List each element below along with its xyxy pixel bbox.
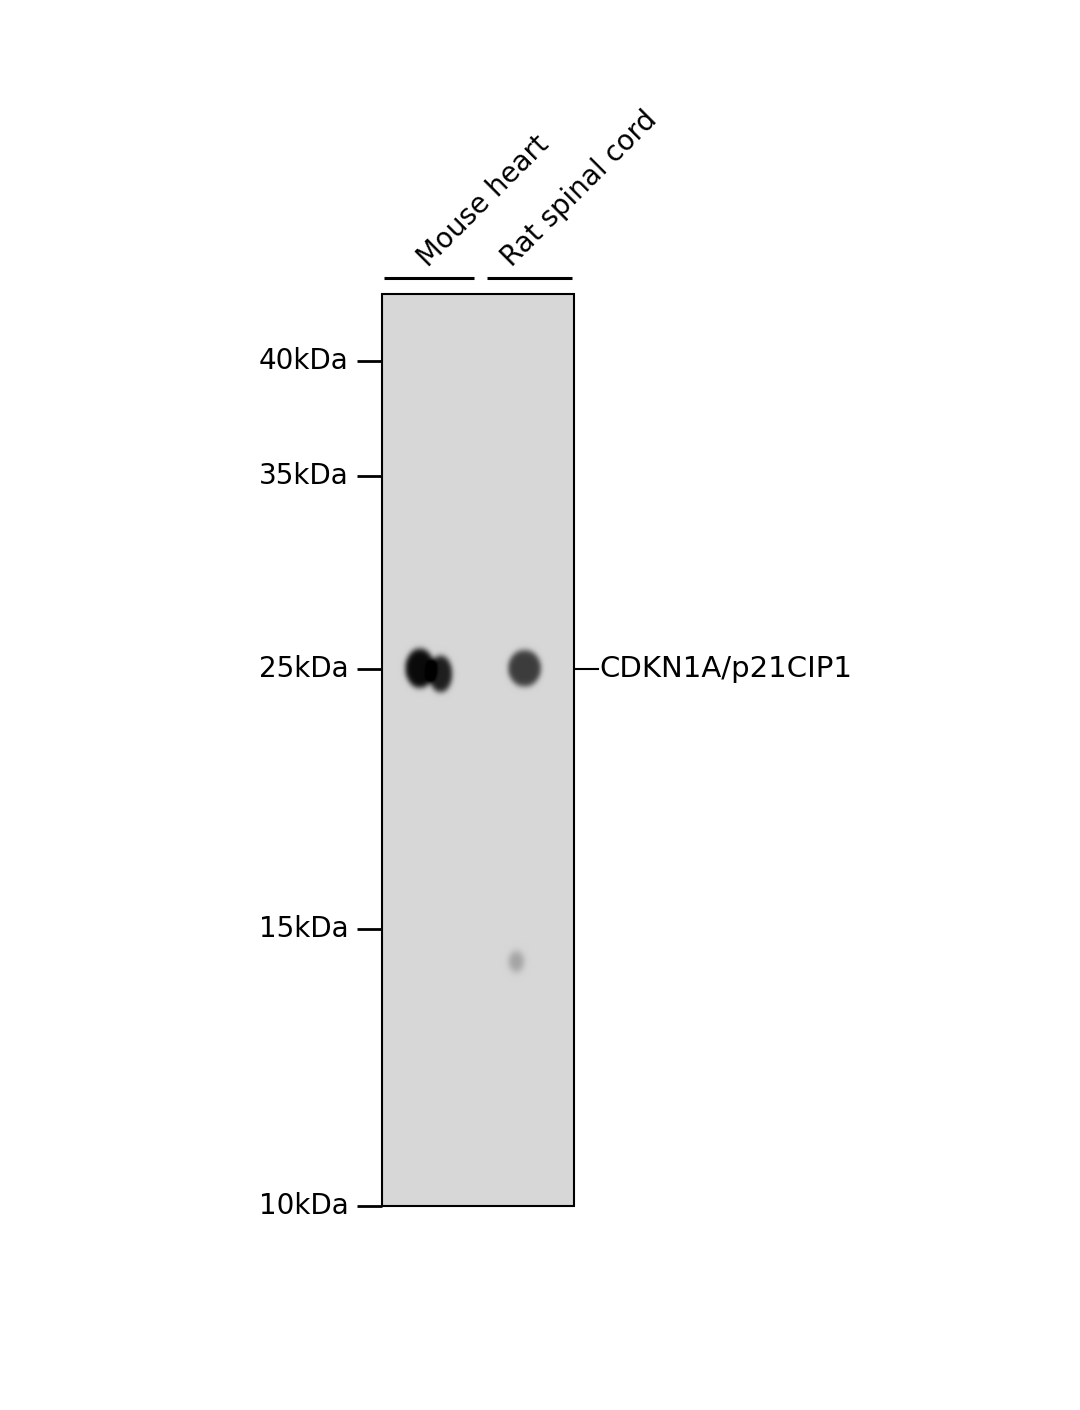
Bar [382, 295, 575, 1206]
Text: 40kDa: 40kDa [259, 347, 349, 375]
Text: 35kDa: 35kDa [259, 462, 349, 491]
Text: Mouse heart: Mouse heart [413, 130, 554, 272]
Text: 10kDa: 10kDa [259, 1191, 349, 1220]
Text: 15kDa: 15kDa [259, 915, 349, 943]
Text: Rat spinal cord: Rat spinal cord [496, 106, 662, 272]
Text: CDKN1A/p21CIP1: CDKN1A/p21CIP1 [599, 654, 852, 682]
Text: 25kDa: 25kDa [259, 654, 349, 682]
